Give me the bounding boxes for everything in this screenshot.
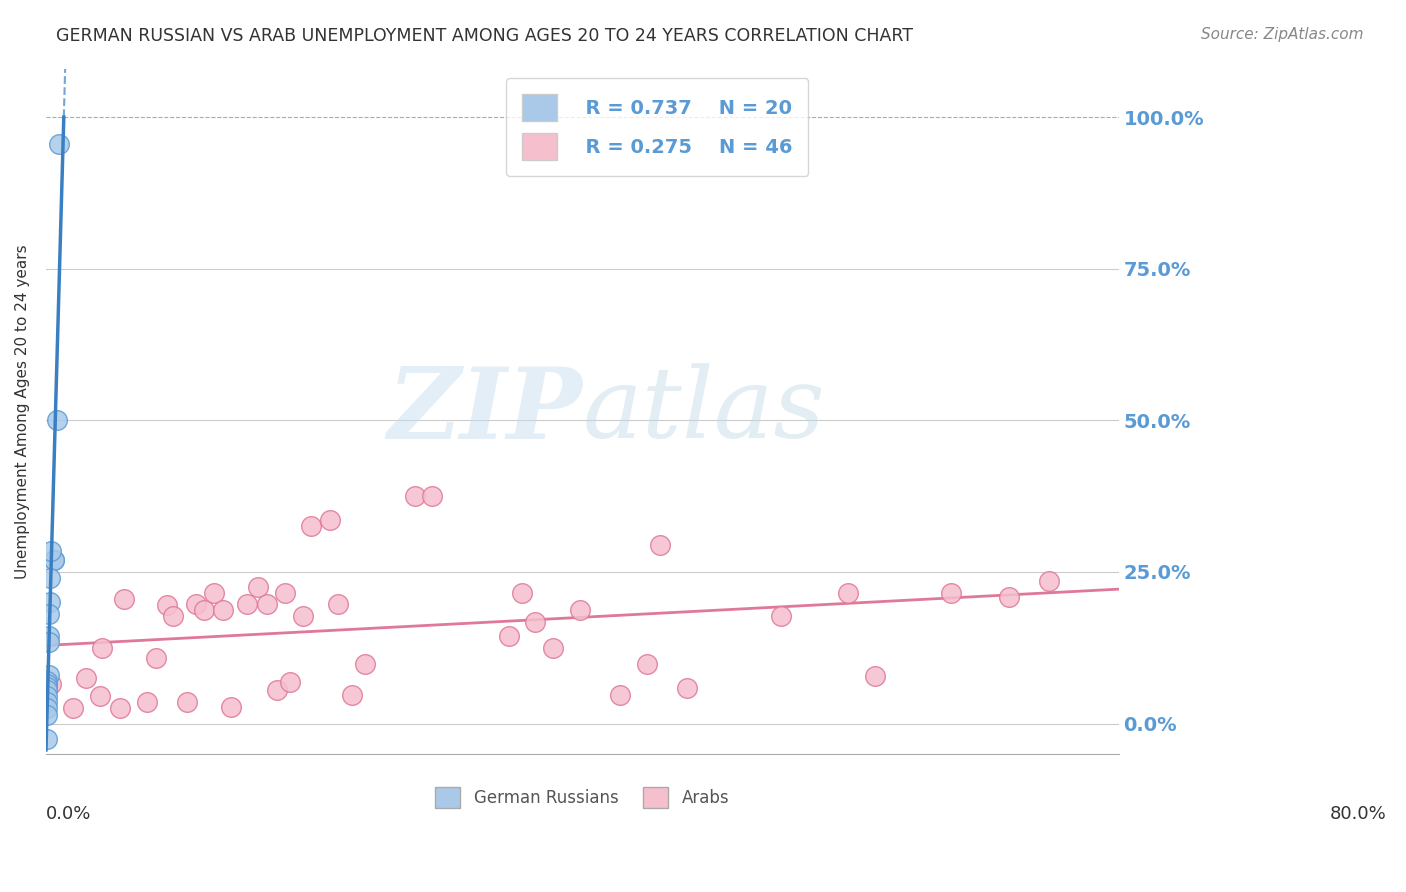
Point — [636, 657, 658, 672]
Point — [37, 677, 59, 691]
Point — [939, 586, 962, 600]
Point — [75, 671, 97, 685]
Point — [37, 690, 59, 704]
Point — [186, 597, 208, 611]
Point — [39, 595, 62, 609]
Point — [340, 688, 363, 702]
Point — [256, 597, 278, 611]
Point — [37, 674, 59, 689]
Point — [38, 629, 60, 643]
Point — [37, 695, 59, 709]
Point — [193, 602, 215, 616]
Point — [48, 137, 70, 152]
Point — [498, 629, 520, 643]
Point — [38, 668, 60, 682]
Point — [91, 640, 114, 655]
Point — [38, 607, 60, 622]
Point — [769, 608, 792, 623]
Point — [37, 683, 59, 698]
Point — [328, 597, 350, 611]
Point — [156, 599, 179, 613]
Legend: German Russians, Arabs: German Russians, Arabs — [429, 780, 735, 814]
Point — [37, 701, 59, 715]
Point — [41, 543, 63, 558]
Text: atlas: atlas — [582, 364, 825, 458]
Point — [212, 602, 235, 616]
Point — [837, 586, 859, 600]
Point — [45, 413, 67, 427]
Point — [42, 553, 65, 567]
Text: GERMAN RUSSIAN VS ARAB UNEMPLOYMENT AMONG AGES 20 TO 24 YEARS CORRELATION CHART: GERMAN RUSSIAN VS ARAB UNEMPLOYMENT AMON… — [56, 27, 914, 45]
Point — [354, 657, 377, 672]
Point — [37, 680, 59, 694]
Point — [202, 586, 225, 600]
Point — [236, 597, 259, 611]
Point — [39, 571, 62, 585]
Point — [108, 701, 131, 715]
Point — [112, 592, 135, 607]
Point — [404, 489, 426, 503]
Point — [420, 489, 443, 503]
Text: 0.0%: 0.0% — [46, 805, 91, 823]
Point — [568, 602, 591, 616]
Point — [89, 690, 111, 704]
Text: 80.0%: 80.0% — [1330, 805, 1386, 823]
Y-axis label: Unemployment Among Ages 20 to 24 years: Unemployment Among Ages 20 to 24 years — [15, 244, 30, 579]
Point — [37, 731, 59, 746]
Point — [863, 669, 886, 683]
Point — [273, 586, 295, 600]
Point — [42, 553, 65, 567]
Point — [145, 651, 167, 665]
Text: Source: ZipAtlas.com: Source: ZipAtlas.com — [1201, 27, 1364, 42]
Point — [648, 538, 671, 552]
Point — [278, 675, 301, 690]
Point — [319, 513, 342, 527]
Point — [62, 701, 84, 715]
Point — [292, 608, 315, 623]
Point — [541, 640, 564, 655]
Point — [37, 707, 59, 722]
Point — [41, 677, 63, 691]
Point — [162, 608, 184, 623]
Point — [266, 683, 288, 698]
Point — [524, 615, 547, 629]
Point — [997, 591, 1019, 605]
Point — [510, 586, 533, 600]
Point — [609, 688, 631, 702]
Point — [219, 699, 242, 714]
Point — [1038, 574, 1060, 588]
Point — [176, 695, 198, 709]
Point — [38, 634, 60, 648]
Point — [135, 695, 157, 709]
Point — [246, 580, 269, 594]
Point — [676, 681, 699, 696]
Text: ZIP: ZIP — [387, 363, 582, 459]
Point — [301, 519, 323, 533]
